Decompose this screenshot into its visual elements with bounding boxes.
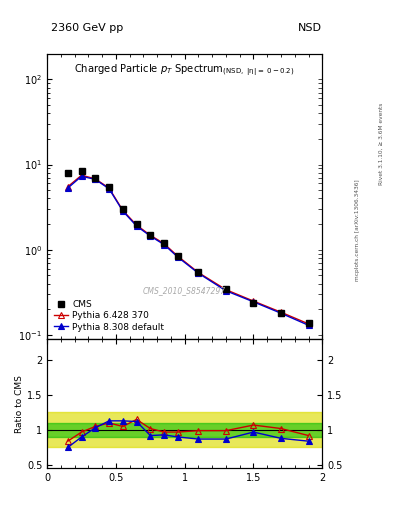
Pythia 8.308 default — [79, 173, 84, 179]
Pythia 6.428 370 — [279, 309, 283, 315]
Pythia 6.428 370 — [224, 287, 228, 293]
Pythia 6.428 370 — [306, 321, 311, 327]
Pythia 6.428 370 — [176, 253, 180, 259]
Legend: CMS, Pythia 6.428 370, Pythia 8.308 default: CMS, Pythia 6.428 370, Pythia 8.308 defa… — [51, 297, 167, 334]
Pythia 8.308 default — [162, 242, 167, 248]
Text: CMS_2010_S8547297: CMS_2010_S8547297 — [143, 286, 226, 295]
Pythia 6.428 370 — [121, 207, 125, 214]
Pythia 8.308 default — [93, 176, 97, 182]
Y-axis label: Ratio to CMS: Ratio to CMS — [15, 375, 24, 433]
Pythia 8.308 default — [251, 299, 256, 305]
Pythia 8.308 default — [65, 185, 70, 191]
Line: Pythia 8.308 default: Pythia 8.308 default — [65, 174, 311, 328]
CMS — [176, 253, 180, 259]
Pythia 8.308 default — [148, 233, 152, 239]
Pythia 8.308 default — [121, 208, 125, 214]
CMS — [121, 206, 125, 212]
CMS — [93, 175, 97, 181]
Pythia 6.428 370 — [162, 241, 167, 247]
Line: CMS: CMS — [64, 167, 312, 326]
Text: Rivet 3.1.10, ≥ 3.6M events: Rivet 3.1.10, ≥ 3.6M events — [379, 102, 384, 184]
Pythia 6.428 370 — [79, 172, 84, 178]
Pythia 8.308 default — [224, 288, 228, 294]
CMS — [148, 232, 152, 238]
CMS — [162, 240, 167, 246]
Pythia 6.428 370 — [93, 176, 97, 182]
Pythia 6.428 370 — [251, 298, 256, 304]
Text: mcplots.cern.ch [arXiv:1306.3436]: mcplots.cern.ch [arXiv:1306.3436] — [355, 180, 360, 281]
Pythia 8.308 default — [306, 322, 311, 328]
CMS — [196, 269, 201, 275]
CMS — [251, 300, 256, 306]
Pythia 6.428 370 — [107, 185, 112, 191]
CMS — [79, 167, 84, 174]
CMS — [306, 319, 311, 326]
CMS — [107, 184, 112, 190]
Pythia 6.428 370 — [196, 269, 201, 275]
Pythia 8.308 default — [107, 186, 112, 192]
Pythia 8.308 default — [196, 270, 201, 276]
Line: Pythia 6.428 370: Pythia 6.428 370 — [65, 173, 311, 327]
Pythia 6.428 370 — [65, 184, 70, 190]
Pythia 6.428 370 — [134, 222, 139, 228]
CMS — [224, 286, 228, 292]
Pythia 8.308 default — [279, 310, 283, 316]
CMS — [279, 310, 283, 316]
CMS — [65, 170, 70, 176]
Text: 2360 GeV pp: 2360 GeV pp — [51, 23, 123, 33]
Pythia 6.428 370 — [148, 232, 152, 239]
Pythia 8.308 default — [176, 254, 180, 260]
Pythia 8.308 default — [134, 223, 139, 229]
CMS — [134, 221, 139, 227]
Text: NSD: NSD — [298, 23, 322, 33]
Text: Charged Particle $p_T$ Spectrum$\mathregular{_{(NSD,\ |\eta|=\ 0 - 0.2)}}$: Charged Particle $p_T$ Spectrum$\mathreg… — [74, 62, 295, 78]
